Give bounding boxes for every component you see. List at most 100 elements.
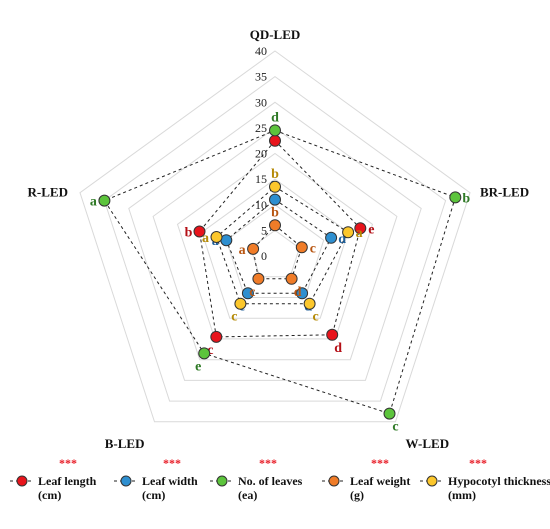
legend-unit-leaf-length: (cm): [38, 488, 61, 502]
tick-label-0: 0: [261, 249, 267, 263]
data-point-leaf-length-r-led: [193, 225, 206, 238]
grid-ring-30: [128, 101, 422, 381]
series-line-leaf-length: [198, 139, 361, 338]
data-point-no-of-leaves-r-led: [98, 194, 111, 207]
grid-ring-40: [79, 50, 471, 423]
sig-letter-no-of-leaves-w-led: c: [392, 420, 398, 435]
data-point-hypocotyl-thickness-b-led: [234, 297, 247, 310]
axis-label-qd-led: QD-LED: [250, 27, 301, 42]
grid-ring-25: [152, 127, 398, 361]
axis-label-b-led: B-LED: [105, 436, 145, 451]
data-point-no-of-leaves-b-led: [198, 347, 211, 360]
legend-marker-leaf-width: [120, 475, 132, 487]
tick-label-10: 10: [255, 198, 267, 212]
sig-letter-leaf-weight-w-led: d: [294, 285, 302, 300]
sig-letter-no-of-leaves-r-led: a: [90, 195, 97, 210]
sig-letter-hypocotyl-thickness-br-led: a: [356, 226, 363, 241]
data-point-leaf-width-qd-led: [269, 193, 281, 206]
axis-label-w-led: W-LED: [406, 436, 450, 451]
data-point-leaf-weight-r-led: [247, 242, 260, 255]
legend-significance-leaf-weight: ***: [371, 456, 389, 470]
tick-label-15: 15: [255, 172, 267, 186]
grid-ring-20: [176, 152, 374, 340]
sig-letter-leaf-weight-b-led: c: [249, 285, 255, 300]
data-point-leaf-weight-b-led: [252, 272, 265, 285]
grid-ring-15: [201, 178, 349, 319]
axis-label-br-led: BR-LED: [480, 185, 529, 200]
data-point-hypocotyl-thickness-r-led: [210, 231, 223, 243]
sig-letter-hypocotyl-thickness-w-led: c: [312, 310, 318, 325]
legend: ***Leaf length(cm)***Leaf width(cm)***No…: [10, 456, 550, 502]
radial-tick-labels: 0 5 10 15 20 25 30 35 40: [255, 44, 267, 263]
legend-item-hypocotyl-thickness: *** Hypocotyl thickness(mm): [420, 456, 550, 502]
sig-letter-leaf-weight-br-led: c: [310, 241, 316, 256]
data-point-hypocotyl-thickness-qd-led: [269, 180, 281, 193]
legend-item-no-of-leaves: *** No. of leaves(ea): [210, 456, 303, 502]
series-line-hypocotyl-thickness: [215, 186, 349, 305]
legend-unit-leaf-width: (cm): [142, 488, 165, 502]
legend-unit-no-of-leaves: (ea): [238, 488, 257, 502]
grid-ring-10: [225, 204, 325, 298]
legend-label-leaf-length: Leaf length: [38, 474, 97, 488]
sig-letter-leaf-length-br-led: e: [368, 222, 374, 237]
sig-letter-hypocotyl-thickness-r-led: a: [202, 231, 209, 246]
data-point-no-of-leaves-w-led: [383, 407, 396, 420]
series-line-leaf-weight: [252, 224, 303, 280]
tick-label-30: 30: [255, 95, 267, 109]
axis-labels: QD-LED BR-LED W-LED B-LED R-LED: [28, 27, 530, 451]
data-series: aedcbbddcadbceabcdcabacca: [90, 110, 471, 434]
sig-letter-no-of-leaves-br-led: b: [462, 191, 470, 206]
data-point-leaf-width-br-led: [325, 231, 338, 244]
data-point-hypocotyl-thickness-w-led: [303, 297, 316, 310]
series-line-no-of-leaves: [103, 129, 456, 415]
legend-label-leaf-weight: Leaf weight: [350, 474, 410, 488]
data-point-leaf-length-br-led: [354, 222, 367, 235]
axis-label-r-led: R-LED: [28, 185, 68, 200]
legend-item-leaf-width: *** Leaf width(cm): [114, 456, 198, 502]
data-point-leaf-weight-w-led: [285, 272, 298, 285]
legend-label-hypocotyl-thickness: Hypocotyl thickness: [448, 474, 550, 488]
legend-significance-leaf-length: ***: [59, 456, 77, 470]
tick-label-40: 40: [255, 44, 267, 58]
data-point-leaf-length-b-led: [210, 330, 223, 343]
grid-ring-35: [103, 75, 447, 402]
data-point-leaf-length-w-led: [326, 328, 339, 341]
tick-label-5: 5: [261, 223, 267, 237]
data-point-leaf-width-w-led: [296, 287, 309, 300]
tick-label-20: 20: [255, 147, 267, 161]
grid-ring-5: [250, 229, 300, 278]
legend-label-leaf-width: Leaf width: [142, 474, 198, 488]
legend-item-leaf-length: *** Leaf length(cm): [10, 456, 97, 502]
data-point-leaf-width-b-led: [241, 287, 254, 300]
sig-letter-leaf-length-b-led: c: [207, 343, 213, 358]
legend-marker-leaf-weight: [328, 475, 340, 487]
data-point-no-of-leaves-qd-led: [269, 124, 281, 137]
sig-letter-leaf-length-w-led: d: [334, 341, 342, 356]
sig-letter-no-of-leaves-qd-led: d: [271, 110, 279, 125]
series-line-leaf-width: [225, 198, 332, 294]
sig-letter-hypocotyl-thickness-qd-led: b: [271, 167, 279, 182]
data-point-leaf-weight-br-led: [295, 241, 308, 254]
legend-unit-hypocotyl-thickness: (mm): [448, 488, 476, 502]
sig-letter-leaf-weight-r-led: a: [239, 243, 246, 258]
radar-grid: [79, 50, 471, 423]
tick-label-35: 35: [255, 70, 267, 84]
legend-unit-leaf-weight: (g): [350, 488, 364, 502]
legend-significance-no-of-leaves: ***: [259, 456, 277, 470]
legend-label-no-of-leaves: No. of leaves: [238, 474, 303, 488]
sig-letter-leaf-width-br-led: d: [338, 232, 346, 247]
legend-item-leaf-weight: *** Leaf weight(g): [322, 456, 410, 502]
legend-marker-hypocotyl-thickness: [426, 475, 438, 487]
legend-significance-leaf-width: ***: [163, 456, 181, 470]
sig-letter-leaf-weight-qd-led: b: [271, 205, 279, 220]
data-point-hypocotyl-thickness-br-led: [342, 226, 355, 239]
sig-letter-no-of-leaves-b-led: e: [195, 359, 201, 374]
tick-label-25: 25: [255, 121, 267, 135]
data-point-leaf-weight-qd-led: [269, 219, 281, 232]
legend-marker-no-of-leaves: [216, 475, 228, 487]
sig-letter-hypocotyl-thickness-b-led: c: [231, 310, 237, 325]
legend-marker-leaf-length: [16, 475, 28, 487]
legend-significance-hypocotyl-thickness: ***: [469, 456, 487, 470]
